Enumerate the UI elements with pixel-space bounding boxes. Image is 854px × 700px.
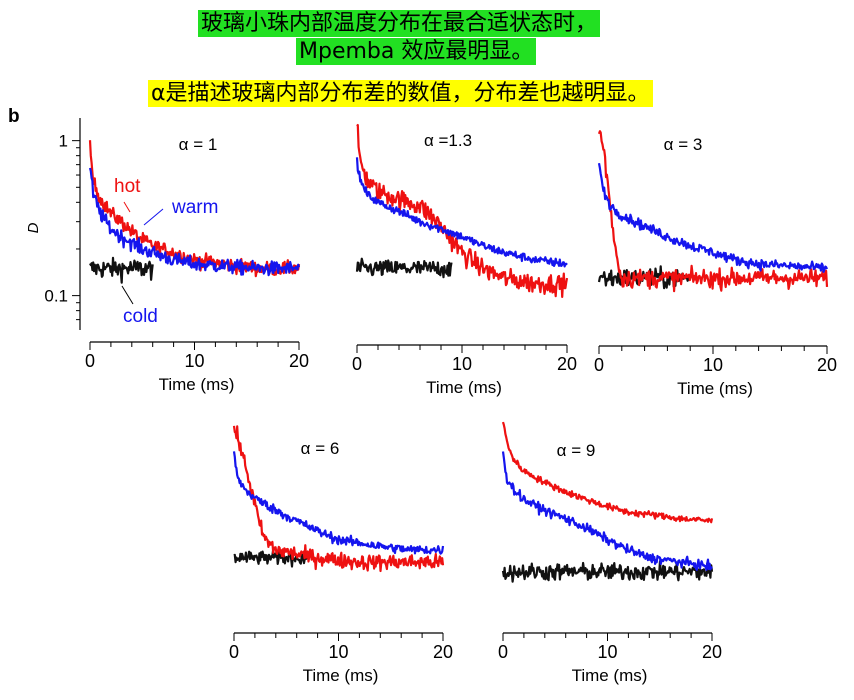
x-axis-label: Time (ms) <box>677 379 753 398</box>
x-tick-label: 0 <box>594 355 604 375</box>
series-warm-line <box>597 163 829 273</box>
y-tick-label: 1 <box>59 132 68 151</box>
y-tick-label: 0.1 <box>44 287 68 306</box>
header-line-3: α是描述玻璃内部分布差的数值，分布差也越明显。 <box>148 80 653 107</box>
x-tick-label: 0 <box>352 354 362 374</box>
x-axis-label: Time (ms) <box>159 375 235 394</box>
x-tick-label: 0 <box>498 642 508 662</box>
x-tick-label: 20 <box>557 354 577 374</box>
legend-pointer-warm <box>143 208 164 226</box>
legend-label-cold: cold <box>123 306 158 327</box>
series-hot-line <box>356 123 569 298</box>
series-warm-line <box>88 167 301 277</box>
series-cold-line <box>89 256 154 284</box>
series-cold-line <box>501 560 714 583</box>
x-axis-label: Time (ms) <box>572 666 648 685</box>
x-tick-label: 0 <box>229 642 239 662</box>
x-axis-label: Time (ms) <box>303 666 379 685</box>
panel-title: α = 6 <box>301 439 340 458</box>
panel-title: α = 9 <box>557 441 596 460</box>
header-line-2: Mpemba 效应最明显。 <box>296 38 537 65</box>
panel-title: α =1.3 <box>424 131 472 150</box>
header-line-1: 玻璃小珠内部温度分布在最合适状态时， <box>198 10 601 37</box>
x-tick-label: 20 <box>433 642 453 662</box>
series-hot-line <box>501 421 714 524</box>
legend-label-warm: warm <box>171 197 218 218</box>
series-warm-line <box>232 451 445 555</box>
panel-title: α = 3 <box>664 135 703 154</box>
legend-pointer-hot <box>123 201 131 213</box>
series-warm-line <box>355 157 568 268</box>
x-axis-label: Time (ms) <box>426 378 502 397</box>
x-tick-label: 20 <box>289 351 309 371</box>
x-tick-label: 10 <box>452 354 472 374</box>
legend-label-hot: hot <box>114 176 141 197</box>
series-hot-line <box>597 130 829 293</box>
legend-pointer-cold <box>121 285 134 305</box>
panel-title: α = 1 <box>179 135 218 154</box>
x-tick-label: 10 <box>184 351 204 371</box>
x-tick-label: 20 <box>702 642 722 662</box>
y-axis-label: D <box>25 222 42 233</box>
x-tick-label: 20 <box>817 355 837 375</box>
x-tick-label: 0 <box>85 351 95 371</box>
series-warm-line <box>501 451 713 571</box>
x-tick-label: 10 <box>328 642 348 662</box>
x-tick-label: 10 <box>597 642 617 662</box>
series-hot-line <box>232 425 445 573</box>
series-cold-line <box>233 549 309 568</box>
series-cold-line <box>355 257 453 279</box>
panel-label: b <box>8 106 20 127</box>
x-tick-label: 10 <box>703 355 723 375</box>
